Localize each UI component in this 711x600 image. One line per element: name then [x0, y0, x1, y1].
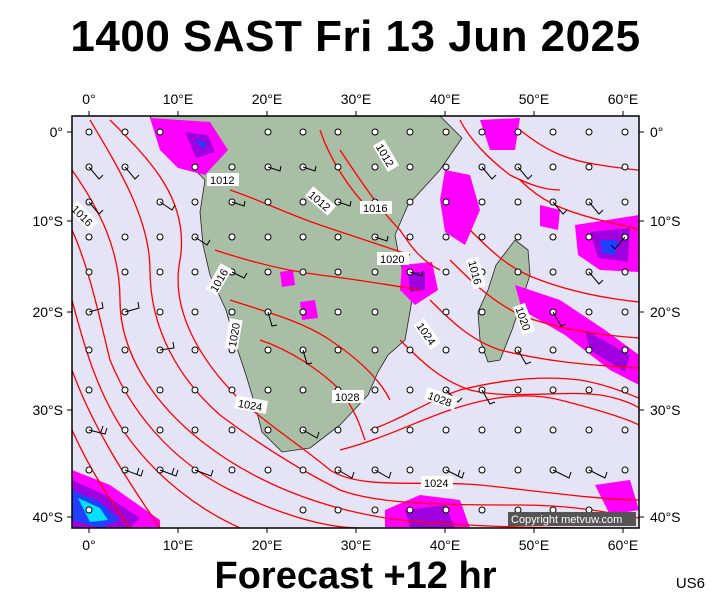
svg-text:1020: 1020	[380, 254, 404, 266]
precipitation-layer	[72, 118, 639, 528]
lat-label: 20°S	[650, 304, 681, 320]
lat-label: 0°	[50, 124, 63, 140]
isobar-layer	[72, 119, 639, 528]
bottom-lon-labels: 0° 10°E 20°E 30°E 40°E 50°E 60°E	[82, 537, 638, 553]
lon-label: 20°E	[252, 91, 283, 107]
svg-text:1024: 1024	[424, 478, 448, 490]
svg-text:1028: 1028	[335, 392, 359, 404]
svg-text:1024: 1024	[237, 398, 263, 414]
region-code: US6	[675, 575, 705, 592]
top-lon-labels: 0° 10°E 20°E 30°E 40°E 50°E 60°E	[82, 91, 638, 107]
isobar-label: 1012	[207, 173, 239, 187]
lat-label: 40°S	[32, 509, 63, 525]
lat-label: 0°	[650, 124, 663, 140]
lat-label: 20°S	[32, 304, 63, 320]
lat-label: 10°S	[32, 213, 63, 229]
isobar-label: 1020	[377, 252, 409, 266]
lon-label: 40°E	[430, 91, 461, 107]
svg-text:Copyright metvuw.com: Copyright metvuw.com	[511, 514, 622, 526]
wind-barbs	[85, 128, 629, 514]
lon-label: 10°E	[163, 91, 194, 107]
lon-label: 50°E	[519, 91, 550, 107]
copyright-badge: Copyright metvuw.com	[508, 512, 636, 526]
wind-barb-shafts	[88, 165, 626, 479]
isobar-label: 1028	[332, 390, 364, 404]
lon-label: 0°	[82, 537, 95, 553]
africa-landmass	[149, 116, 463, 453]
isobar-label: 1016	[360, 201, 392, 215]
lon-label: 50°E	[519, 537, 550, 553]
lon-label: 60°E	[608, 91, 639, 107]
isobar-label: 1020	[224, 318, 243, 351]
lat-label: 40°S	[650, 509, 681, 525]
lon-label: 30°E	[341, 537, 372, 553]
lon-label: 60°E	[608, 537, 639, 553]
forecast-label: Forecast +12 hr	[214, 555, 497, 597]
svg-text:1016: 1016	[363, 203, 387, 215]
axis-ticks	[67, 111, 644, 533]
isobar-label: 1024	[421, 476, 453, 490]
lat-label: 30°S	[32, 402, 63, 418]
lat-label: 30°S	[650, 402, 681, 418]
right-lat-labels: 0° 10°S 20°S 30°S 40°S	[650, 124, 681, 525]
lat-label: 10°S	[650, 213, 681, 229]
svg-text:1020: 1020	[227, 322, 243, 348]
svg-text:1012: 1012	[210, 175, 234, 187]
lon-label: 40°E	[430, 537, 461, 553]
lon-label: 30°E	[341, 91, 372, 107]
left-lat-labels: 0° 10°S 20°S 30°S 40°S	[32, 124, 63, 525]
isobar-label: 1024	[234, 395, 268, 414]
lon-label: 0°	[82, 91, 95, 107]
lon-label: 10°E	[163, 537, 194, 553]
lon-label: 20°E	[252, 537, 283, 553]
map-title: 1400 SAST Fri 13 Jun 2025	[70, 12, 641, 61]
